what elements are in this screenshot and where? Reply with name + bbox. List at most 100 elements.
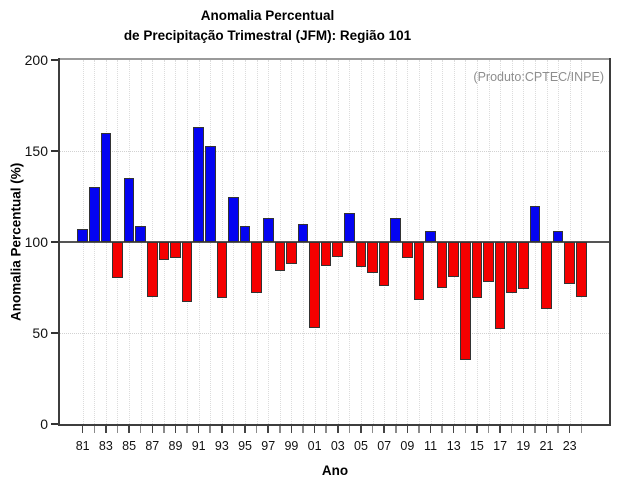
x-tick-label-91: 91	[191, 439, 206, 453]
plot-frame-left	[58, 58, 60, 426]
x-tick-17	[499, 426, 501, 433]
x-tick-00	[302, 426, 304, 433]
bar-21	[541, 242, 552, 310]
x-tick-95	[244, 426, 246, 433]
bar-90	[181, 242, 193, 303]
bar-14	[460, 242, 471, 361]
x-tick-21	[545, 426, 548, 433]
x-tick-06	[371, 426, 374, 433]
x-tick-label-93: 93	[214, 439, 229, 453]
bar-82	[88, 187, 100, 242]
x-tick-01	[313, 426, 316, 433]
horizontal-gridline-50	[60, 333, 609, 334]
bar-89	[170, 242, 181, 259]
bar-13	[448, 242, 460, 277]
bar-10	[413, 242, 425, 301]
bar-97	[262, 218, 274, 242]
x-tick-label-23: 23	[562, 439, 577, 453]
x-tick-label-15: 15	[469, 439, 484, 453]
bar-11	[425, 231, 436, 242]
chart-title: Anomalia Percentual de Precipitação Trim…	[0, 6, 535, 46]
x-tick-99	[290, 426, 293, 433]
x-tick-22	[557, 426, 559, 433]
bar-95	[239, 225, 251, 242]
x-tick-24	[580, 426, 583, 433]
x-tick-label-87: 87	[145, 439, 160, 453]
x-tick-91	[197, 426, 200, 433]
x-tick-89	[174, 426, 177, 433]
x-tick-label-21: 21	[539, 439, 554, 453]
bar-12	[436, 242, 448, 288]
x-tick-98	[279, 426, 281, 433]
plot-frame-top	[58, 58, 611, 60]
bar-03	[332, 242, 344, 257]
y-tick-label-50: 50	[32, 325, 48, 341]
bar-83	[100, 132, 112, 242]
x-tick-label-19: 19	[516, 439, 531, 453]
x-tick-label-13: 13	[446, 439, 461, 453]
x-tick-86	[139, 426, 142, 433]
chart-title-line2: de Precipitação Trimestral (JFM): Região…	[123, 28, 412, 43]
y-tick-0	[51, 423, 59, 425]
x-tick-20	[534, 426, 536, 433]
x-tick-label-89: 89	[168, 439, 183, 453]
horizontal-gridline-150	[60, 151, 609, 152]
x-tick-85	[128, 426, 130, 433]
producer-annotation: (Produto:CPTEC/INPE)	[473, 70, 604, 84]
x-tick-92	[209, 426, 211, 433]
bar-02	[320, 242, 332, 266]
bar-94	[228, 196, 239, 242]
bar-07	[378, 242, 390, 286]
bar-99	[286, 242, 297, 264]
plot-frame-right	[609, 58, 611, 426]
y-tick-100	[51, 241, 59, 243]
x-tick-label-07: 07	[377, 439, 392, 453]
bar-06	[367, 242, 378, 273]
bar-09	[402, 242, 413, 259]
bar-05	[355, 242, 367, 268]
x-axis-title: Ano	[321, 463, 349, 478]
bar-98	[274, 242, 286, 272]
bar-08	[390, 218, 402, 242]
x-tick-05	[360, 426, 362, 433]
x-tick-18	[510, 426, 513, 433]
x-tick-label-83: 83	[98, 439, 113, 453]
bar-85	[123, 178, 135, 242]
x-tick-16	[487, 426, 490, 433]
x-tick-96	[255, 426, 258, 433]
x-tick-04	[348, 426, 351, 433]
bar-22	[552, 231, 564, 242]
x-tick-14	[464, 426, 467, 433]
y-tick-200	[51, 59, 59, 61]
x-tick-label-85: 85	[122, 439, 137, 453]
x-tick-90	[186, 426, 188, 433]
x-tick-label-95: 95	[238, 439, 252, 453]
y-tick-label-100: 100	[24, 234, 48, 250]
x-tick-93	[221, 426, 223, 433]
x-tick-97	[267, 426, 269, 433]
bar-15	[471, 242, 483, 299]
y-tick-label-0: 0	[40, 416, 48, 432]
x-tick-08	[395, 426, 397, 433]
y-tick-50	[51, 332, 59, 334]
x-tick-09	[406, 426, 409, 433]
bar-19	[518, 242, 529, 290]
bar-88	[158, 242, 170, 261]
x-tick-88	[163, 426, 165, 433]
bar-92	[204, 145, 216, 242]
bar-24	[575, 242, 587, 297]
x-tick-10	[418, 426, 420, 433]
bar-81	[77, 229, 88, 242]
bar-84	[112, 242, 123, 279]
x-tick-12	[441, 426, 443, 433]
x-tick-84	[116, 426, 119, 433]
bar-91	[193, 127, 204, 242]
x-tick-label-11: 11	[424, 439, 438, 453]
y-tick-label-200: 200	[24, 52, 48, 68]
x-tick-81	[81, 426, 84, 433]
y-tick-label-150: 150	[24, 143, 48, 159]
bar-18	[506, 242, 517, 293]
bar-86	[135, 225, 146, 242]
bar-96	[251, 242, 262, 293]
x-tick-label-05: 05	[354, 439, 368, 453]
